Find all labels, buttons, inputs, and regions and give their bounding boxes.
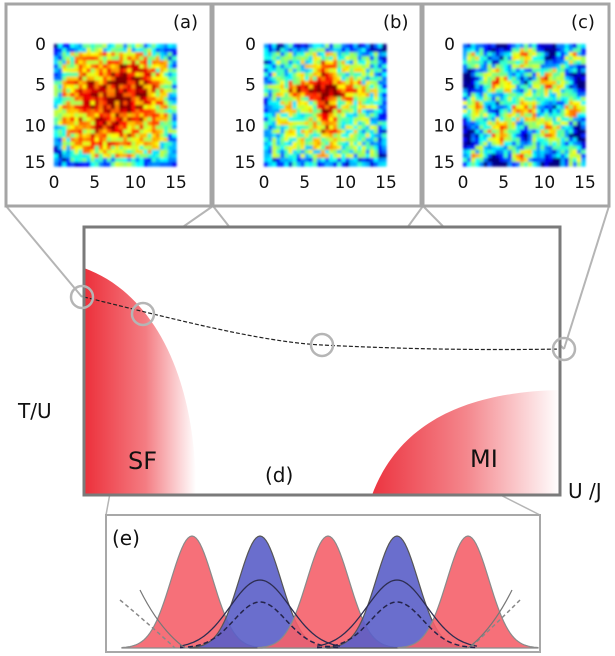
x-tick-label: 5 <box>498 173 509 193</box>
mi-label: MI <box>470 445 498 473</box>
y-tick-label: 10 <box>24 116 46 136</box>
phase-diagram: SF MI (d) T/U U /J <box>17 225 602 503</box>
y-tick-label: 5 <box>35 76 46 96</box>
inset-label: (c) <box>571 12 595 33</box>
x-tick-label: 0 <box>259 173 270 193</box>
marker-c <box>551 336 577 362</box>
y-tick-label: 0 <box>35 35 46 55</box>
x-tick-label: 0 <box>49 173 60 193</box>
x-tick-label: 10 <box>125 173 147 193</box>
left-tail <box>119 599 176 649</box>
mi-region <box>372 390 560 495</box>
x-tick-label: 5 <box>89 173 100 193</box>
sf-label: SF <box>128 447 157 475</box>
y-tick-label: 0 <box>444 35 455 55</box>
y-tick-label: 5 <box>444 76 455 96</box>
right-envelope <box>467 589 513 649</box>
y-tick-label: 15 <box>234 153 256 173</box>
x-axis-label: U /J <box>568 479 602 503</box>
x-tick-label: 15 <box>574 173 596 193</box>
x-tick-label: 15 <box>375 173 397 193</box>
marker-b <box>309 332 335 358</box>
panel-d-label: (d) <box>265 463 293 487</box>
density-heatmap <box>54 44 177 167</box>
profile-panel: (e) <box>105 514 541 653</box>
thermal-profile <box>316 601 478 649</box>
temperature-path <box>84 296 560 351</box>
condensate-profile <box>179 579 341 647</box>
red-peak <box>397 535 539 649</box>
density-heatmap <box>463 44 586 167</box>
panel-e-label: (e) <box>112 526 140 550</box>
y-tick-label: 15 <box>24 153 46 173</box>
phase-diagram-frame <box>82 225 562 497</box>
y-tick-label: 10 <box>234 116 256 136</box>
y-tick-label: 0 <box>245 35 256 55</box>
left-envelope <box>139 589 186 649</box>
sf-region <box>84 268 196 495</box>
inset-label: (a) <box>173 12 198 33</box>
inset-label: (b) <box>383 12 408 33</box>
density-heatmap <box>264 44 387 167</box>
y-tick-label: 10 <box>433 116 455 136</box>
x-tick-label: 10 <box>335 173 357 193</box>
marker-a <box>69 284 95 310</box>
x-tick-label: 0 <box>458 173 469 193</box>
y-tick-label: 5 <box>245 76 256 96</box>
x-tick-label: 5 <box>299 173 310 193</box>
x-tick-label: 10 <box>534 173 556 193</box>
x-tick-label: 15 <box>165 173 187 193</box>
y-tick-label: 15 <box>433 153 455 173</box>
y-axis-label: T/U <box>17 399 52 423</box>
thermal-profile <box>179 601 341 649</box>
marker-e <box>130 301 156 327</box>
condensate-profile <box>316 579 478 647</box>
